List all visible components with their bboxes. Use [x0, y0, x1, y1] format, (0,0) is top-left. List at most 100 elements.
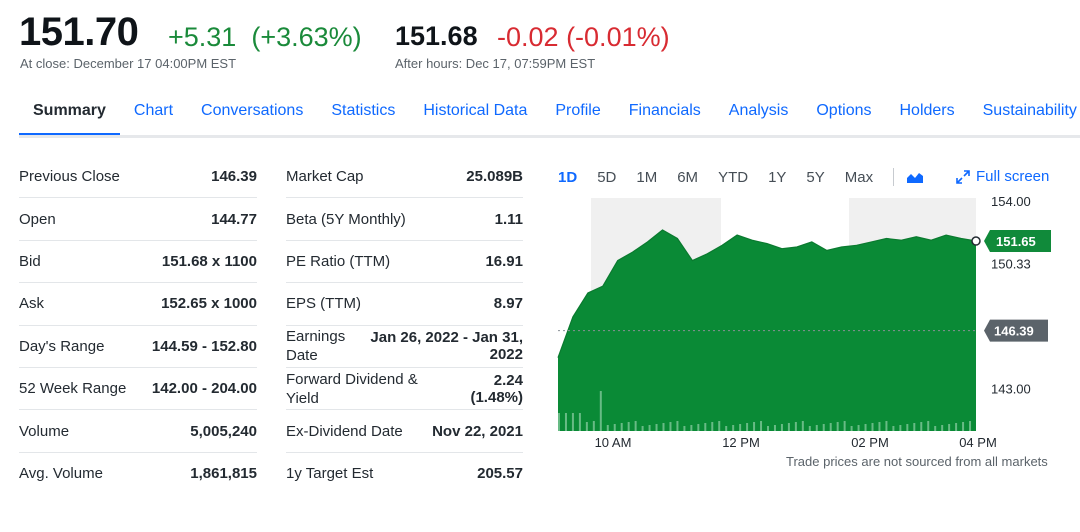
- stat-value: 205.57: [477, 465, 523, 483]
- volume-bar: [739, 424, 742, 431]
- volume-bar: [794, 422, 797, 431]
- tab-historical-data[interactable]: Historical Data: [423, 102, 528, 119]
- tab-holders[interactable]: Holders: [899, 102, 955, 119]
- stat-value: 142.00 - 204.00: [151, 380, 257, 398]
- stat-value: Nov 22, 2021: [432, 422, 523, 440]
- previous-close-label: 146.39: [994, 324, 1034, 339]
- current-price-badge: [984, 230, 1051, 253]
- tab-summary[interactable]: Summary: [19, 96, 120, 136]
- stat-row: Open 144.77: [19, 198, 257, 241]
- volume-bar: [620, 423, 623, 431]
- tab-financials[interactable]: Financials: [628, 102, 701, 119]
- volume-bar: [711, 422, 714, 431]
- volume-bar: [801, 421, 804, 431]
- volume-bar: [746, 423, 749, 431]
- chart-range-selector: 1D 5D 1M 6M YTD 1Y 5Y Max: [558, 168, 924, 186]
- range-5y[interactable]: 5Y: [806, 168, 825, 186]
- stat-label: Forward Dividend & Yield: [286, 370, 418, 407]
- stat-value: 144.59 - 152.80: [151, 337, 257, 355]
- previous-close-badge: [984, 319, 1048, 342]
- stat-label: Earnings Date: [286, 328, 346, 365]
- volume-bar: [864, 424, 867, 431]
- volume-bar: [704, 423, 707, 431]
- volume-bar: [753, 422, 756, 431]
- after-hours-timestamp: After hours: Dec 17, 07:59PM EST: [395, 56, 596, 71]
- volume-bar: [885, 421, 888, 431]
- stat-value: 16.91: [485, 252, 523, 270]
- fullscreen-button[interactable]: Full screen: [956, 168, 1049, 185]
- tab-conversations[interactable]: Conversations: [201, 102, 304, 119]
- volume-bar: [683, 426, 686, 431]
- price-line: [557, 229, 977, 358]
- range-5d[interactable]: 5D: [597, 168, 617, 186]
- last-price: 151.70: [19, 10, 139, 54]
- stat-value: 8.97: [493, 295, 523, 313]
- range-6m[interactable]: 6M: [677, 168, 699, 186]
- after-hours-change: -0.02 (-0.01%): [497, 22, 670, 53]
- volume-bar: [578, 413, 581, 431]
- stat-label: Beta (5Y Monthly): [286, 210, 406, 228]
- stat-row: Avg. Volume 1,861,815: [19, 453, 257, 495]
- volume-bar: [725, 426, 728, 431]
- quote-nav-tabs: Summary Chart Conversations Statistics Histo…: [19, 96, 1080, 136]
- tab-sustainability[interactable]: Sustainability: [982, 102, 1077, 119]
- volume-bar: [585, 422, 588, 431]
- volume-bar: [871, 423, 874, 431]
- stat-row: Market Cap 25.089B: [286, 156, 523, 199]
- stat-value: 25.089B: [466, 168, 523, 186]
- range-1d[interactable]: 1D: [558, 168, 578, 186]
- price-area: [558, 230, 976, 431]
- stat-row: Ex-Dividend Date Nov 22, 2021: [286, 410, 523, 453]
- volume-bar: [892, 426, 895, 431]
- stat-value: 1,861,815: [190, 465, 257, 483]
- range-ytd[interactable]: YTD: [718, 168, 749, 186]
- price-chart[interactable]: 154.00 150.33 143.00 151.65 146.39 10 AM 12 PM…: [556, 195, 1056, 455]
- volume-bar: [927, 421, 930, 431]
- volume-bar: [690, 425, 693, 431]
- expand-icon: [956, 169, 970, 184]
- volume-bar: [808, 426, 811, 431]
- range-1m[interactable]: 1M: [636, 168, 658, 186]
- volume-bar: [913, 423, 916, 431]
- volume-bar: [634, 421, 637, 431]
- volume-bar: [760, 421, 763, 431]
- volume-bar: [655, 424, 658, 431]
- volume-bar: [780, 424, 783, 431]
- stat-row: Day's Range 144.59 - 152.80: [19, 326, 257, 368]
- tab-chart[interactable]: Chart: [133, 102, 174, 119]
- volume-bar: [836, 422, 839, 431]
- volume-bar: [732, 425, 735, 431]
- volume-bar: [767, 426, 769, 431]
- stat-row: Beta (5Y Monthly) 1.11: [286, 198, 523, 241]
- volume-bar: [955, 423, 958, 431]
- stat-label: Market Cap: [286, 168, 364, 186]
- stat-label: Open: [19, 210, 56, 228]
- stat-label: 1y Target Est: [286, 465, 374, 483]
- volume-bar: [920, 422, 923, 431]
- stat-label: Ask: [19, 295, 45, 313]
- volume-bar: [857, 425, 860, 431]
- stat-label: EPS (TTM): [286, 295, 361, 313]
- tab-profile[interactable]: Profile: [555, 102, 601, 119]
- tab-statistics[interactable]: Statistics: [331, 102, 396, 119]
- tab-analysis[interactable]: Analysis: [728, 102, 789, 119]
- tab-options[interactable]: Options: [816, 102, 872, 119]
- stat-label: Ex-Dividend Date: [286, 422, 403, 440]
- range-max[interactable]: Max: [844, 168, 874, 186]
- x-tick-label: 10 AM: [595, 435, 632, 450]
- fullscreen-label: Full screen: [976, 168, 1050, 185]
- area-chart-icon[interactable]: [906, 170, 924, 184]
- stat-row: 52 Week Range 142.00 - 204.00: [19, 368, 257, 411]
- volume-bar: [969, 421, 972, 431]
- stat-value: Jan 26, 2022 - Jan 31, 2022: [370, 329, 523, 364]
- stat-value: 146.39: [211, 168, 257, 186]
- x-tick-label: 12 PM: [722, 435, 760, 450]
- range-1y[interactable]: 1Y: [768, 168, 787, 186]
- price-change: +5.31 (+3.63%): [168, 22, 362, 53]
- volume-bar: [941, 425, 944, 431]
- stat-value: 151.68 x 1100: [161, 252, 257, 270]
- stat-label: Avg. Volume: [19, 465, 103, 483]
- change-percent: (+3.63%): [251, 22, 362, 52]
- stat-value: 2.24 (1.48%): [470, 371, 523, 406]
- stat-label: Previous Close: [19, 168, 120, 186]
